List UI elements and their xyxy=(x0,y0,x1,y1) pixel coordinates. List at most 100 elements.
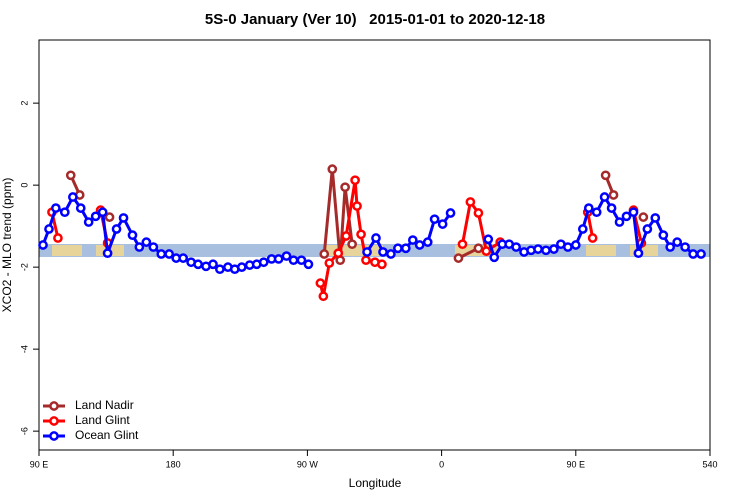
data-point xyxy=(127,230,138,241)
x-tick-label: 180 xyxy=(166,459,181,469)
data-point xyxy=(273,254,284,264)
data-point xyxy=(583,203,594,213)
data-point xyxy=(141,237,152,247)
data-point xyxy=(156,249,167,259)
data-point xyxy=(577,224,588,234)
series xyxy=(65,164,649,266)
data-point xyxy=(83,217,94,227)
data-point xyxy=(315,278,326,288)
data-point xyxy=(445,208,456,218)
land-patch xyxy=(586,245,616,256)
data-point xyxy=(333,248,344,259)
y-tick-label: 0 xyxy=(19,183,29,188)
data-point xyxy=(599,192,610,202)
legend-marker xyxy=(49,431,59,441)
data-point xyxy=(361,255,371,266)
data-point xyxy=(371,233,381,243)
data-point xyxy=(215,264,225,275)
data-point xyxy=(318,291,329,302)
data-point xyxy=(236,262,247,272)
data-point xyxy=(638,212,649,222)
data-point xyxy=(437,219,448,229)
data-point xyxy=(258,257,269,268)
data-point xyxy=(511,242,522,252)
legend-marker xyxy=(49,401,59,411)
data-point xyxy=(377,259,387,270)
data-point xyxy=(591,207,602,218)
data-point xyxy=(38,240,48,250)
chart-title: 5S-0 January (Ver 10) 2015-01-01 to 2020… xyxy=(205,11,545,28)
data-point xyxy=(341,231,352,241)
y-tick-label: -2 xyxy=(19,263,29,271)
data-point xyxy=(393,243,403,254)
data-point xyxy=(608,190,619,200)
data-point xyxy=(288,255,299,266)
data-point xyxy=(473,208,484,218)
data-point xyxy=(148,242,159,252)
data-point xyxy=(665,242,676,252)
data-point xyxy=(362,247,372,257)
x-tick-label: 90 W xyxy=(297,459,319,469)
x-tick-label: 540 xyxy=(702,459,717,469)
y-tick-label: 2 xyxy=(19,101,29,106)
data-point xyxy=(587,233,598,243)
data-point xyxy=(563,242,573,252)
x-axis-label: Longitude xyxy=(349,476,402,490)
data-point xyxy=(134,242,145,252)
data-point xyxy=(549,244,559,254)
data-point xyxy=(327,164,338,174)
x-tick-label: 90 E xyxy=(30,459,49,469)
data-point xyxy=(422,237,433,247)
data-point xyxy=(600,170,611,181)
data-point xyxy=(50,203,61,213)
data-point xyxy=(386,249,396,259)
data-point xyxy=(400,243,411,254)
data-point xyxy=(570,240,581,250)
data-point xyxy=(465,197,476,207)
x-tick-label: 90 E xyxy=(567,459,586,469)
data-point xyxy=(350,175,360,186)
data-point xyxy=(633,248,644,259)
data-point xyxy=(473,243,484,254)
data-point xyxy=(352,201,362,211)
data-point xyxy=(208,259,218,270)
data-point xyxy=(319,249,330,259)
data-point xyxy=(193,259,203,270)
data-point xyxy=(642,224,653,234)
data-point xyxy=(111,224,122,234)
legend-label: Ocean Glint xyxy=(75,428,139,442)
data-point xyxy=(303,259,314,270)
land-patch xyxy=(630,245,658,256)
data-point xyxy=(533,244,543,254)
data-point xyxy=(658,230,669,241)
data-point xyxy=(628,207,639,218)
data-point xyxy=(680,242,690,252)
legend-label: Land Glint xyxy=(75,413,130,427)
legend-marker xyxy=(49,416,59,426)
data-point xyxy=(59,207,70,218)
x-tick-label: 0 xyxy=(439,459,444,469)
data-point xyxy=(453,253,464,263)
data-point xyxy=(483,234,494,245)
data-point xyxy=(164,249,175,259)
data-point xyxy=(672,237,683,247)
data-point xyxy=(65,170,76,181)
data-point xyxy=(541,245,551,256)
y-tick-label: -6 xyxy=(19,427,29,435)
data-point xyxy=(44,224,54,234)
data-point xyxy=(414,240,425,250)
data-point xyxy=(696,249,706,259)
data-point xyxy=(614,217,625,227)
data-point xyxy=(606,203,617,213)
y-axis-label: XCO2 - MLO trend (ppm) xyxy=(0,178,14,313)
data-point xyxy=(296,255,307,266)
data-point xyxy=(75,203,86,213)
data-point xyxy=(378,247,388,257)
data-point xyxy=(102,248,113,259)
land-patch xyxy=(52,245,82,256)
data-point xyxy=(621,211,632,222)
data-point xyxy=(356,229,366,240)
data-point xyxy=(53,233,63,243)
